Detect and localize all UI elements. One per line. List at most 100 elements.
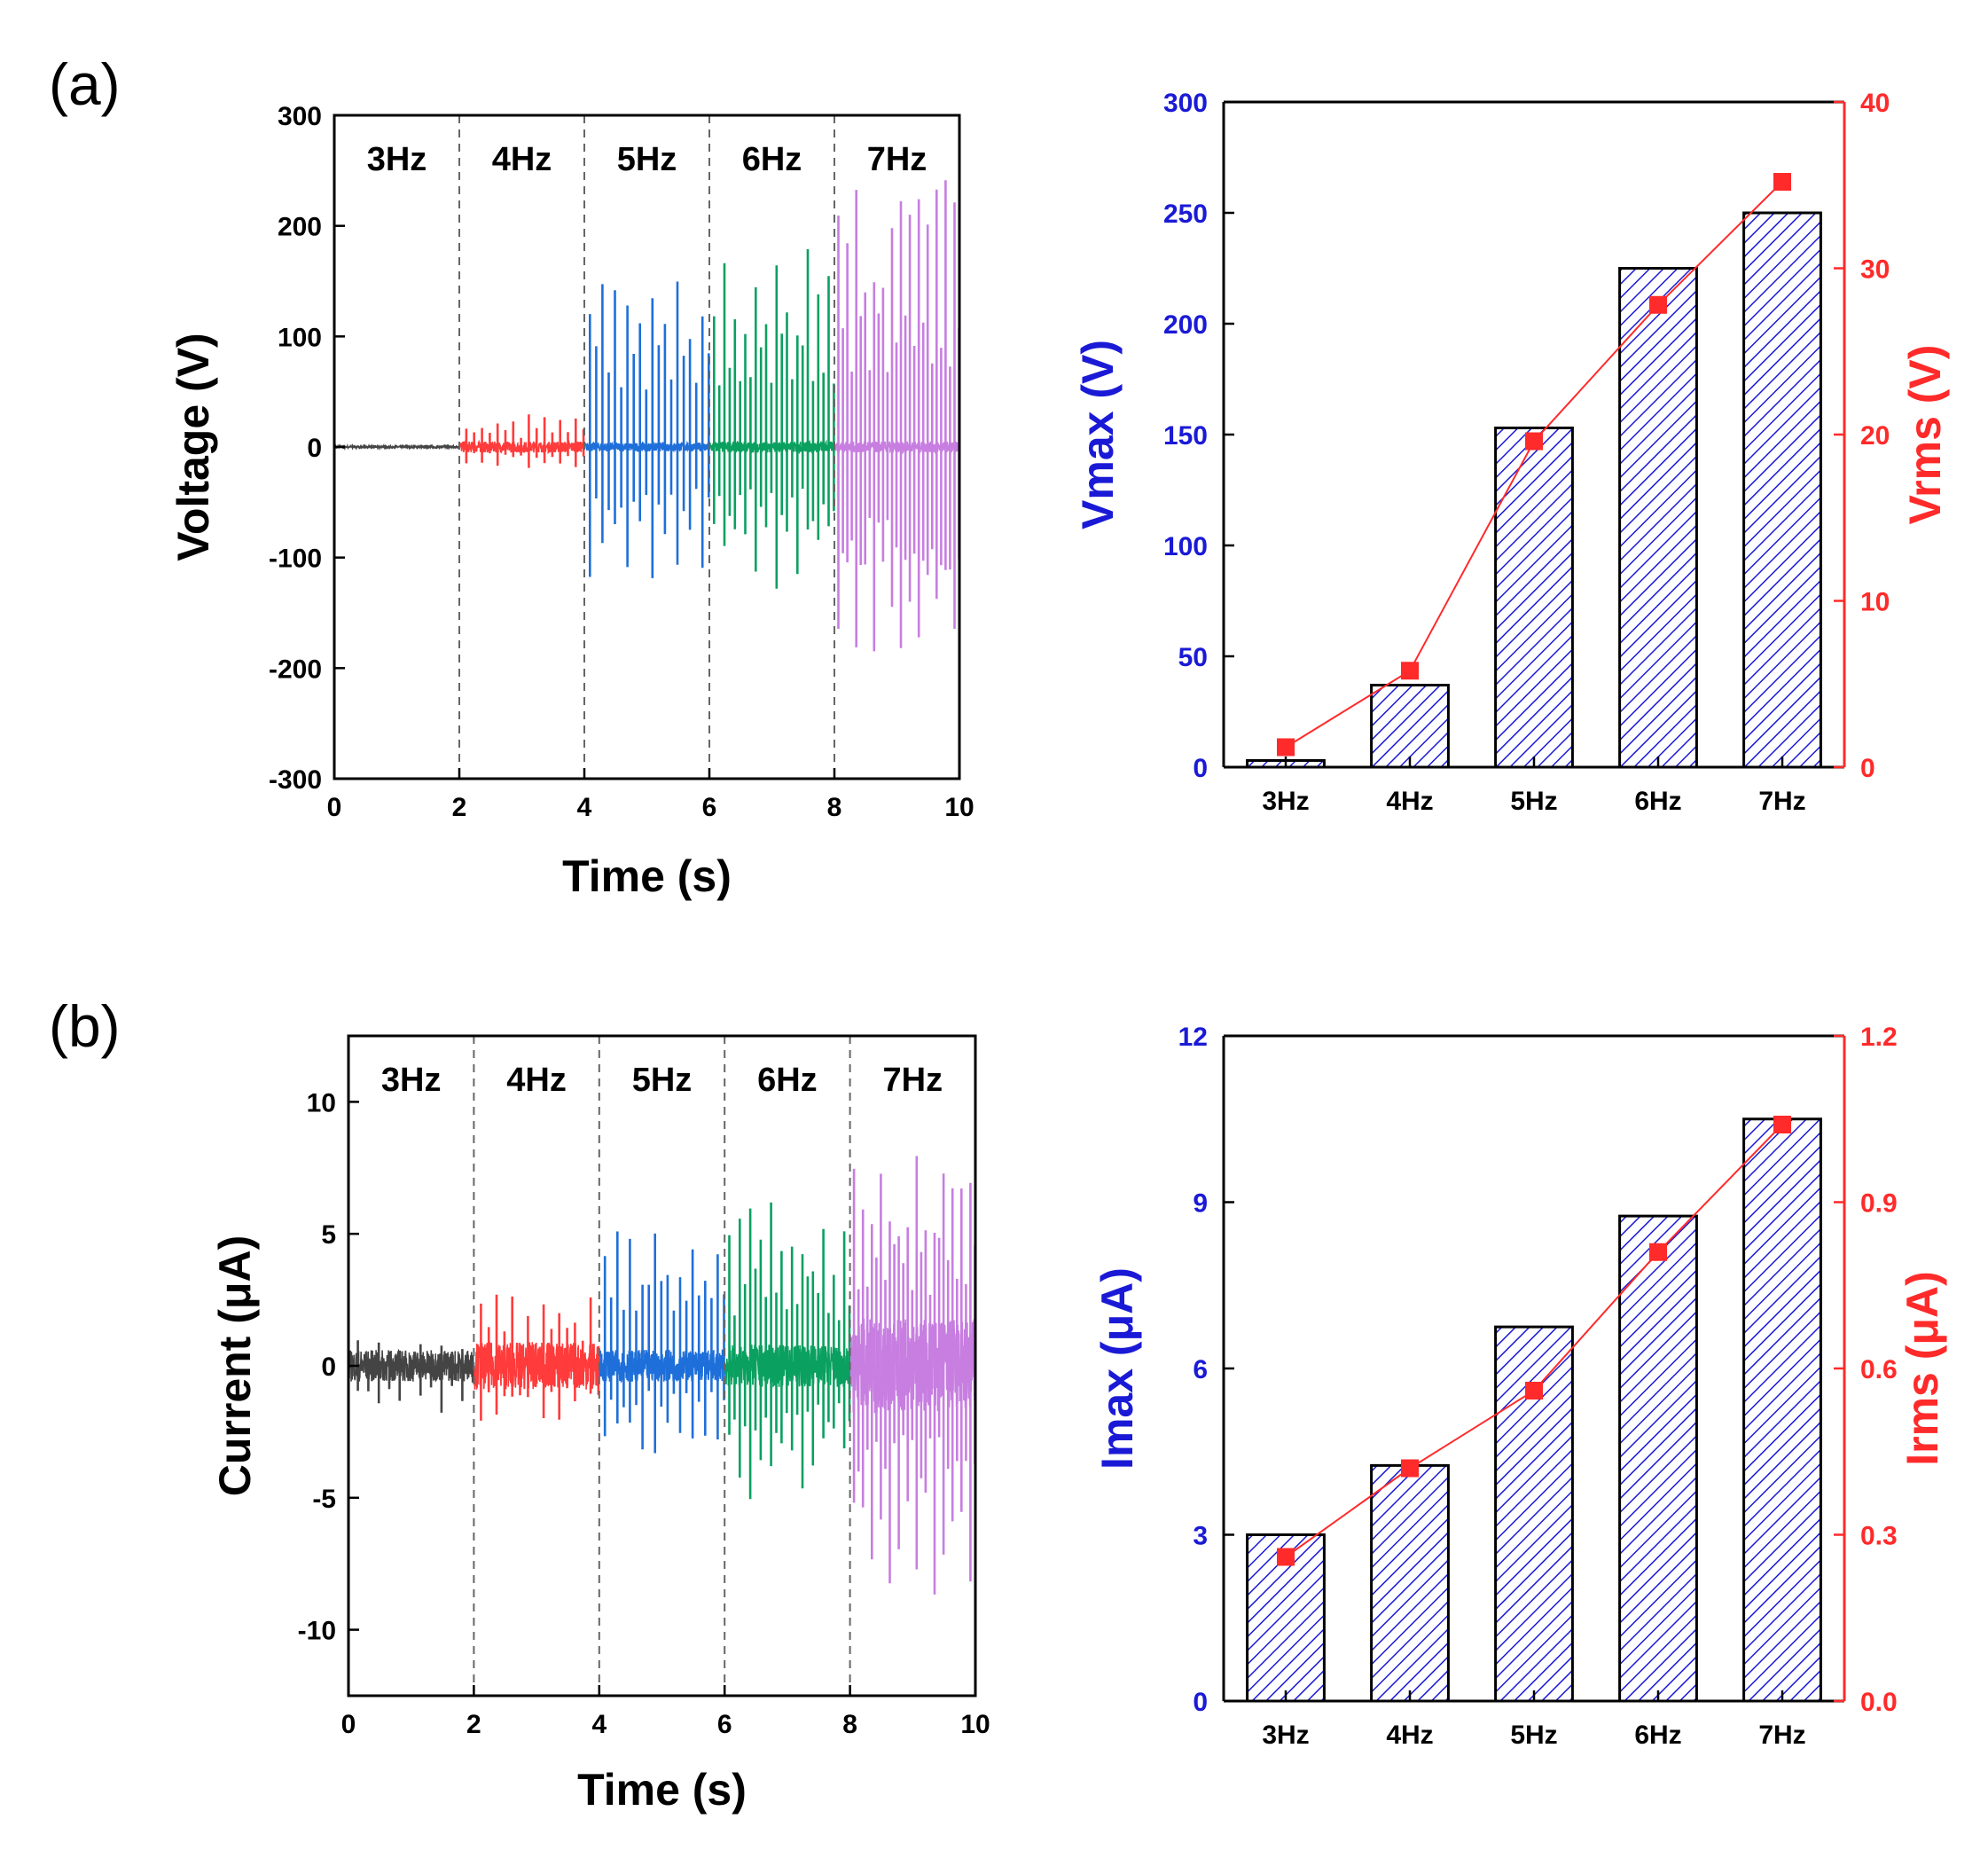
y2-tick-label: 0.3 [1860, 1522, 1898, 1551]
y-tick-label: 9 [1193, 1189, 1208, 1219]
y-tick-label: 150 [1163, 421, 1208, 451]
y-tick-label: -10 [298, 1617, 336, 1646]
current-bar-chart: 3Hz 4Hz 5Hz 6Hz 7Hz 0 3 6 9 12 0.0 0.3 0.6 0.9 1.2 Imax… [1092, 1023, 1947, 1750]
y2-tick-label: 10 [1860, 588, 1890, 617]
bar-5Hz [1494, 427, 1574, 769]
bar-6Hz [1618, 1214, 1698, 1703]
trace-spikes-6Hz [728, 1202, 851, 1500]
segment-label: 4Hz [492, 141, 552, 178]
x-tick-label: 7Hz [1758, 787, 1805, 816]
y2-tick-label: 0.9 [1860, 1189, 1898, 1219]
bar-7Hz [1742, 1117, 1822, 1703]
segment-label: 3Hz [367, 141, 427, 178]
y-tick-label: 6 [1193, 1355, 1208, 1384]
rms-point-4Hz [1401, 1459, 1419, 1478]
y-tick-label: 0 [1193, 754, 1208, 783]
x-axis-title: Time (s) [577, 1765, 747, 1815]
trace-spikes-6Hz [713, 249, 835, 589]
y-tick-label: 100 [278, 323, 322, 352]
trace-spikes-4Hz [465, 414, 585, 468]
trace-spikes-5Hz [603, 1231, 725, 1454]
y-tick-label: -300 [269, 765, 322, 795]
x-tick-label: 5Hz [1510, 1721, 1557, 1750]
rms-point-5Hz [1525, 432, 1543, 451]
y-tick-label: -100 [269, 545, 322, 574]
bar-6Hz [1618, 267, 1698, 769]
segment-label: 6Hz [757, 1062, 818, 1099]
x-tick-label: 6 [702, 793, 717, 822]
y-tick-label: 250 [1163, 200, 1208, 229]
y-tick-label: 50 [1178, 643, 1208, 672]
x-tick-label: 8 [827, 793, 842, 822]
y-axis-title: Vmax (V) [1073, 340, 1123, 529]
y2-tick-label: 40 [1860, 89, 1890, 118]
rms-point-3Hz [1277, 738, 1295, 757]
segment-label: 7Hz [867, 141, 927, 178]
y2-tick-label: 30 [1860, 255, 1890, 285]
y2-tick-label: 1.2 [1860, 1023, 1898, 1052]
x-tick-label: 4 [577, 793, 592, 822]
trace-spikes-7Hz [837, 180, 960, 652]
voltage-time-chart: 3Hz 4Hz 5Hz 6Hz 7Hz 0 2 4 6 8 10 -300 -200 -100 0 100 20… [168, 102, 974, 901]
y2-tick-label: 20 [1860, 421, 1890, 451]
x-tick-label: 2 [452, 793, 467, 822]
y2-tick-label: 0 [1860, 754, 1875, 783]
y-tick-label: 100 [1163, 532, 1208, 561]
y-tick-label: 0 [321, 1352, 336, 1382]
segment-label: 4Hz [506, 1062, 567, 1099]
x-axis-title: Time (s) [562, 851, 732, 901]
trace-spikes-7Hz [852, 1156, 976, 1595]
y-tick-label: 0 [307, 434, 322, 463]
x-tick-label: 4Hz [1386, 1721, 1433, 1750]
y2-tick-label: 0.6 [1860, 1355, 1898, 1384]
rms-point-7Hz [1773, 173, 1791, 191]
y-tick-label: 300 [1163, 89, 1208, 118]
x-tick-label: 6Hz [1634, 787, 1681, 816]
voltage-bar-chart: 3Hz 4Hz 5Hz 6Hz 7Hz 0 50 100 150 200 250 300 0 10 20 30… [1073, 89, 1950, 816]
x-tick-label: 8 [842, 1710, 857, 1739]
x-tick-label: 0 [327, 793, 342, 822]
segment-label: 3Hz [381, 1062, 442, 1099]
current-time-chart: 3Hz 4Hz 5Hz 6Hz 7Hz 0 2 4 6 8 10 -10 -5 0 5 10 Time (s) C… [210, 1034, 990, 1815]
rms-point-4Hz [1401, 662, 1419, 680]
x-tick-label: 6Hz [1634, 1721, 1681, 1750]
x-tick-label: 0 [341, 1710, 356, 1739]
panel-label-a: (a) [49, 51, 121, 117]
rms-point-7Hz [1773, 1116, 1791, 1133]
y-axis-title: Imax (μA) [1092, 1267, 1142, 1470]
x-tick-label: 7Hz [1758, 1721, 1805, 1750]
trace-noise-4Hz [474, 1342, 599, 1390]
y-tick-label: -5 [312, 1485, 336, 1514]
bar-4Hz [1370, 684, 1450, 769]
x-tick-label: 3Hz [1262, 1721, 1309, 1750]
trace-spikes-5Hz [589, 281, 710, 578]
y-tick-label: 5 [321, 1220, 336, 1250]
x-tick-label: 4Hz [1386, 787, 1433, 816]
y-tick-label: 10 [307, 1088, 336, 1117]
y2-axis-title: Vrms (V) [1900, 345, 1950, 525]
y-tick-label: 300 [278, 102, 322, 131]
trace-spikes-4Hz [480, 1294, 600, 1421]
rms-point-6Hz [1649, 1243, 1667, 1261]
x-tick-label: 5Hz [1510, 787, 1557, 816]
y-tick-label: 3 [1193, 1522, 1208, 1551]
y-tick-label: 200 [1163, 310, 1208, 340]
y2-axis-title: Irms (μA) [1898, 1271, 1947, 1466]
bar-7Hz [1742, 211, 1822, 769]
y-axis-title: Current (μA) [210, 1235, 260, 1496]
x-tick-label: 3Hz [1262, 787, 1309, 816]
y-tick-label: 0 [1193, 1688, 1208, 1717]
x-tick-label: 10 [944, 793, 974, 822]
segment-label: 5Hz [617, 141, 677, 178]
x-tick-label: 4 [591, 1710, 607, 1739]
y-tick-label: 12 [1178, 1023, 1208, 1052]
y-tick-label: 200 [278, 213, 322, 242]
y-axis-title: Voltage (V) [168, 333, 218, 561]
rms-point-5Hz [1525, 1382, 1543, 1400]
y-tick-label: -200 [269, 655, 322, 684]
segment-label: 5Hz [632, 1062, 693, 1099]
rms-point-6Hz [1649, 295, 1667, 314]
panel-label-b: (b) [49, 993, 121, 1059]
rms-point-3Hz [1277, 1548, 1295, 1566]
